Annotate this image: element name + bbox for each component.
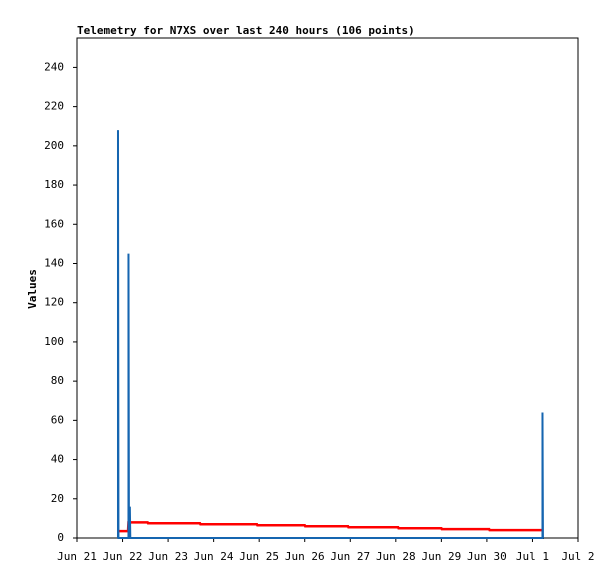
y-tick-label: 140	[44, 256, 64, 269]
y-tick-label: 120	[44, 296, 64, 309]
x-tick-label: Jun 29	[421, 550, 461, 563]
x-tick-label: Jul 2	[561, 550, 594, 563]
y-tick-label: 160	[44, 217, 64, 230]
chart-title: Telemetry for N7XS over last 240 hours (…	[77, 24, 415, 37]
y-tick-label: 20	[51, 492, 64, 505]
x-tick-label: Jun 23	[148, 550, 188, 563]
y-tick-label: 100	[44, 335, 64, 348]
x-tick-label: Jun 24	[194, 550, 234, 563]
y-tick-label: 220	[44, 100, 64, 113]
x-tick-label: Jun 26	[285, 550, 325, 563]
x-tick-label: Jun 27	[330, 550, 370, 563]
series-line	[118, 521, 542, 533]
series-line	[116, 130, 544, 539]
plot-frame	[76, 37, 579, 539]
y-tick-label: 180	[44, 178, 64, 191]
x-tick-label: Jun 22	[103, 550, 143, 563]
y-tick-label: 60	[51, 413, 64, 426]
x-tick-label: Jul 1	[516, 550, 549, 563]
x-tick-label: Jun 30	[467, 550, 507, 563]
x-tick-label: Jun 21	[57, 550, 97, 563]
y-axis-label: Values	[26, 269, 39, 309]
y-tick-label: 80	[51, 374, 64, 387]
y-tick-label: 240	[44, 60, 64, 73]
x-tick-label: Jun 25	[239, 550, 279, 563]
y-tick-label: 0	[57, 531, 64, 544]
y-tick-label: 200	[44, 139, 64, 152]
y-tick-label: 40	[51, 453, 64, 466]
x-tick-label: Jun 28	[376, 550, 416, 563]
